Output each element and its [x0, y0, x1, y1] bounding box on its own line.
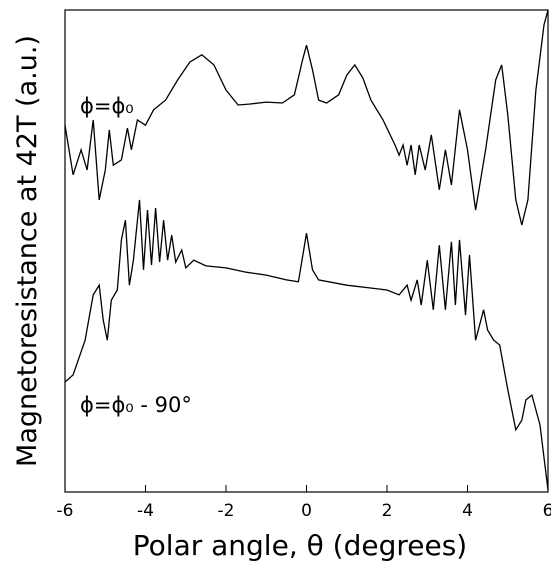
x-tick-label: -6: [57, 501, 74, 521]
plot-frame: [64, 9, 549, 493]
data-line: [64, 199, 549, 491]
x-axis-label: Polar angle, θ (degrees): [133, 529, 467, 562]
x-tick-label: -2: [218, 501, 235, 521]
x-tick-label: 2: [382, 501, 393, 521]
x-tick-label: -4: [137, 501, 154, 521]
x-tick-label: 4: [462, 501, 473, 521]
curve-label: ϕ=ϕ₀ - 90°: [80, 393, 192, 417]
curve-label: ϕ=ϕ₀: [80, 94, 134, 118]
x-tick-label: 0: [301, 501, 312, 521]
x-tick-label: 6: [543, 501, 551, 521]
y-axis-label: Magnetoresistance at 42T (a.u.): [12, 35, 43, 467]
data-line: [64, 9, 549, 226]
